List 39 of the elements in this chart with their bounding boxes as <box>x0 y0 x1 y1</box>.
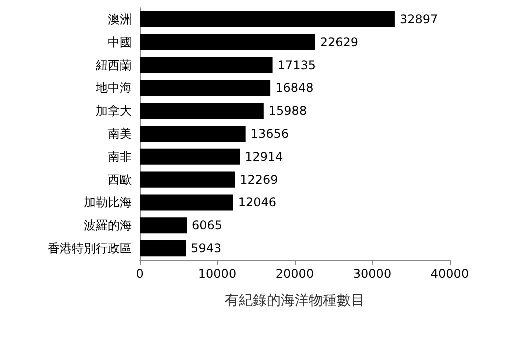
data-label: 6065 <box>192 218 223 233</box>
data-label: 5943 <box>191 242 222 256</box>
bar <box>140 57 273 74</box>
y-tick-label: 香港特別行政區 <box>48 242 132 256</box>
y-tick-label: 地中海 <box>95 81 132 96</box>
data-label: 22629 <box>320 35 359 50</box>
data-label: 12914 <box>245 150 284 164</box>
y-tick-label: 西歐 <box>108 172 132 187</box>
data-label: 12269 <box>240 172 278 187</box>
bar <box>140 103 264 120</box>
bar <box>140 34 316 50</box>
x-tick-label: 40000 <box>430 267 470 281</box>
y-tick-label: 加拿大 <box>96 104 132 118</box>
y-tick-label: 南非 <box>108 150 132 164</box>
x-tick-label: 20000 <box>276 267 314 281</box>
y-tick-label: 紐西蘭 <box>95 58 132 72</box>
data-label: 17135 <box>278 58 316 72</box>
bar <box>140 218 188 234</box>
data-label: 32897 <box>400 12 438 26</box>
x-tick-label: 10000 <box>198 267 237 281</box>
y-tick-label: 加勒比海 <box>84 196 132 210</box>
data-label: 16848 <box>276 81 314 96</box>
bar <box>140 11 395 28</box>
x-axis-title: 有紀錄的海洋物種數目 <box>225 293 365 309</box>
y-tick-label: 澳洲 <box>108 12 132 26</box>
data-label: 13656 <box>250 127 290 141</box>
y-tick-label: 波羅的海 <box>84 218 132 233</box>
bar <box>140 148 240 165</box>
bar <box>140 80 271 96</box>
bar <box>140 126 246 142</box>
y-tick-label: 中國 <box>108 35 132 50</box>
data-label: 12046 <box>238 196 277 210</box>
x-tick-label: 30000 <box>353 267 392 281</box>
bar <box>140 240 186 257</box>
bar <box>140 194 234 211</box>
y-tick-label: 南美 <box>108 127 132 141</box>
data-label: 15988 <box>268 104 308 118</box>
x-tick-label: 0 <box>136 267 144 281</box>
bar <box>140 172 236 188</box>
